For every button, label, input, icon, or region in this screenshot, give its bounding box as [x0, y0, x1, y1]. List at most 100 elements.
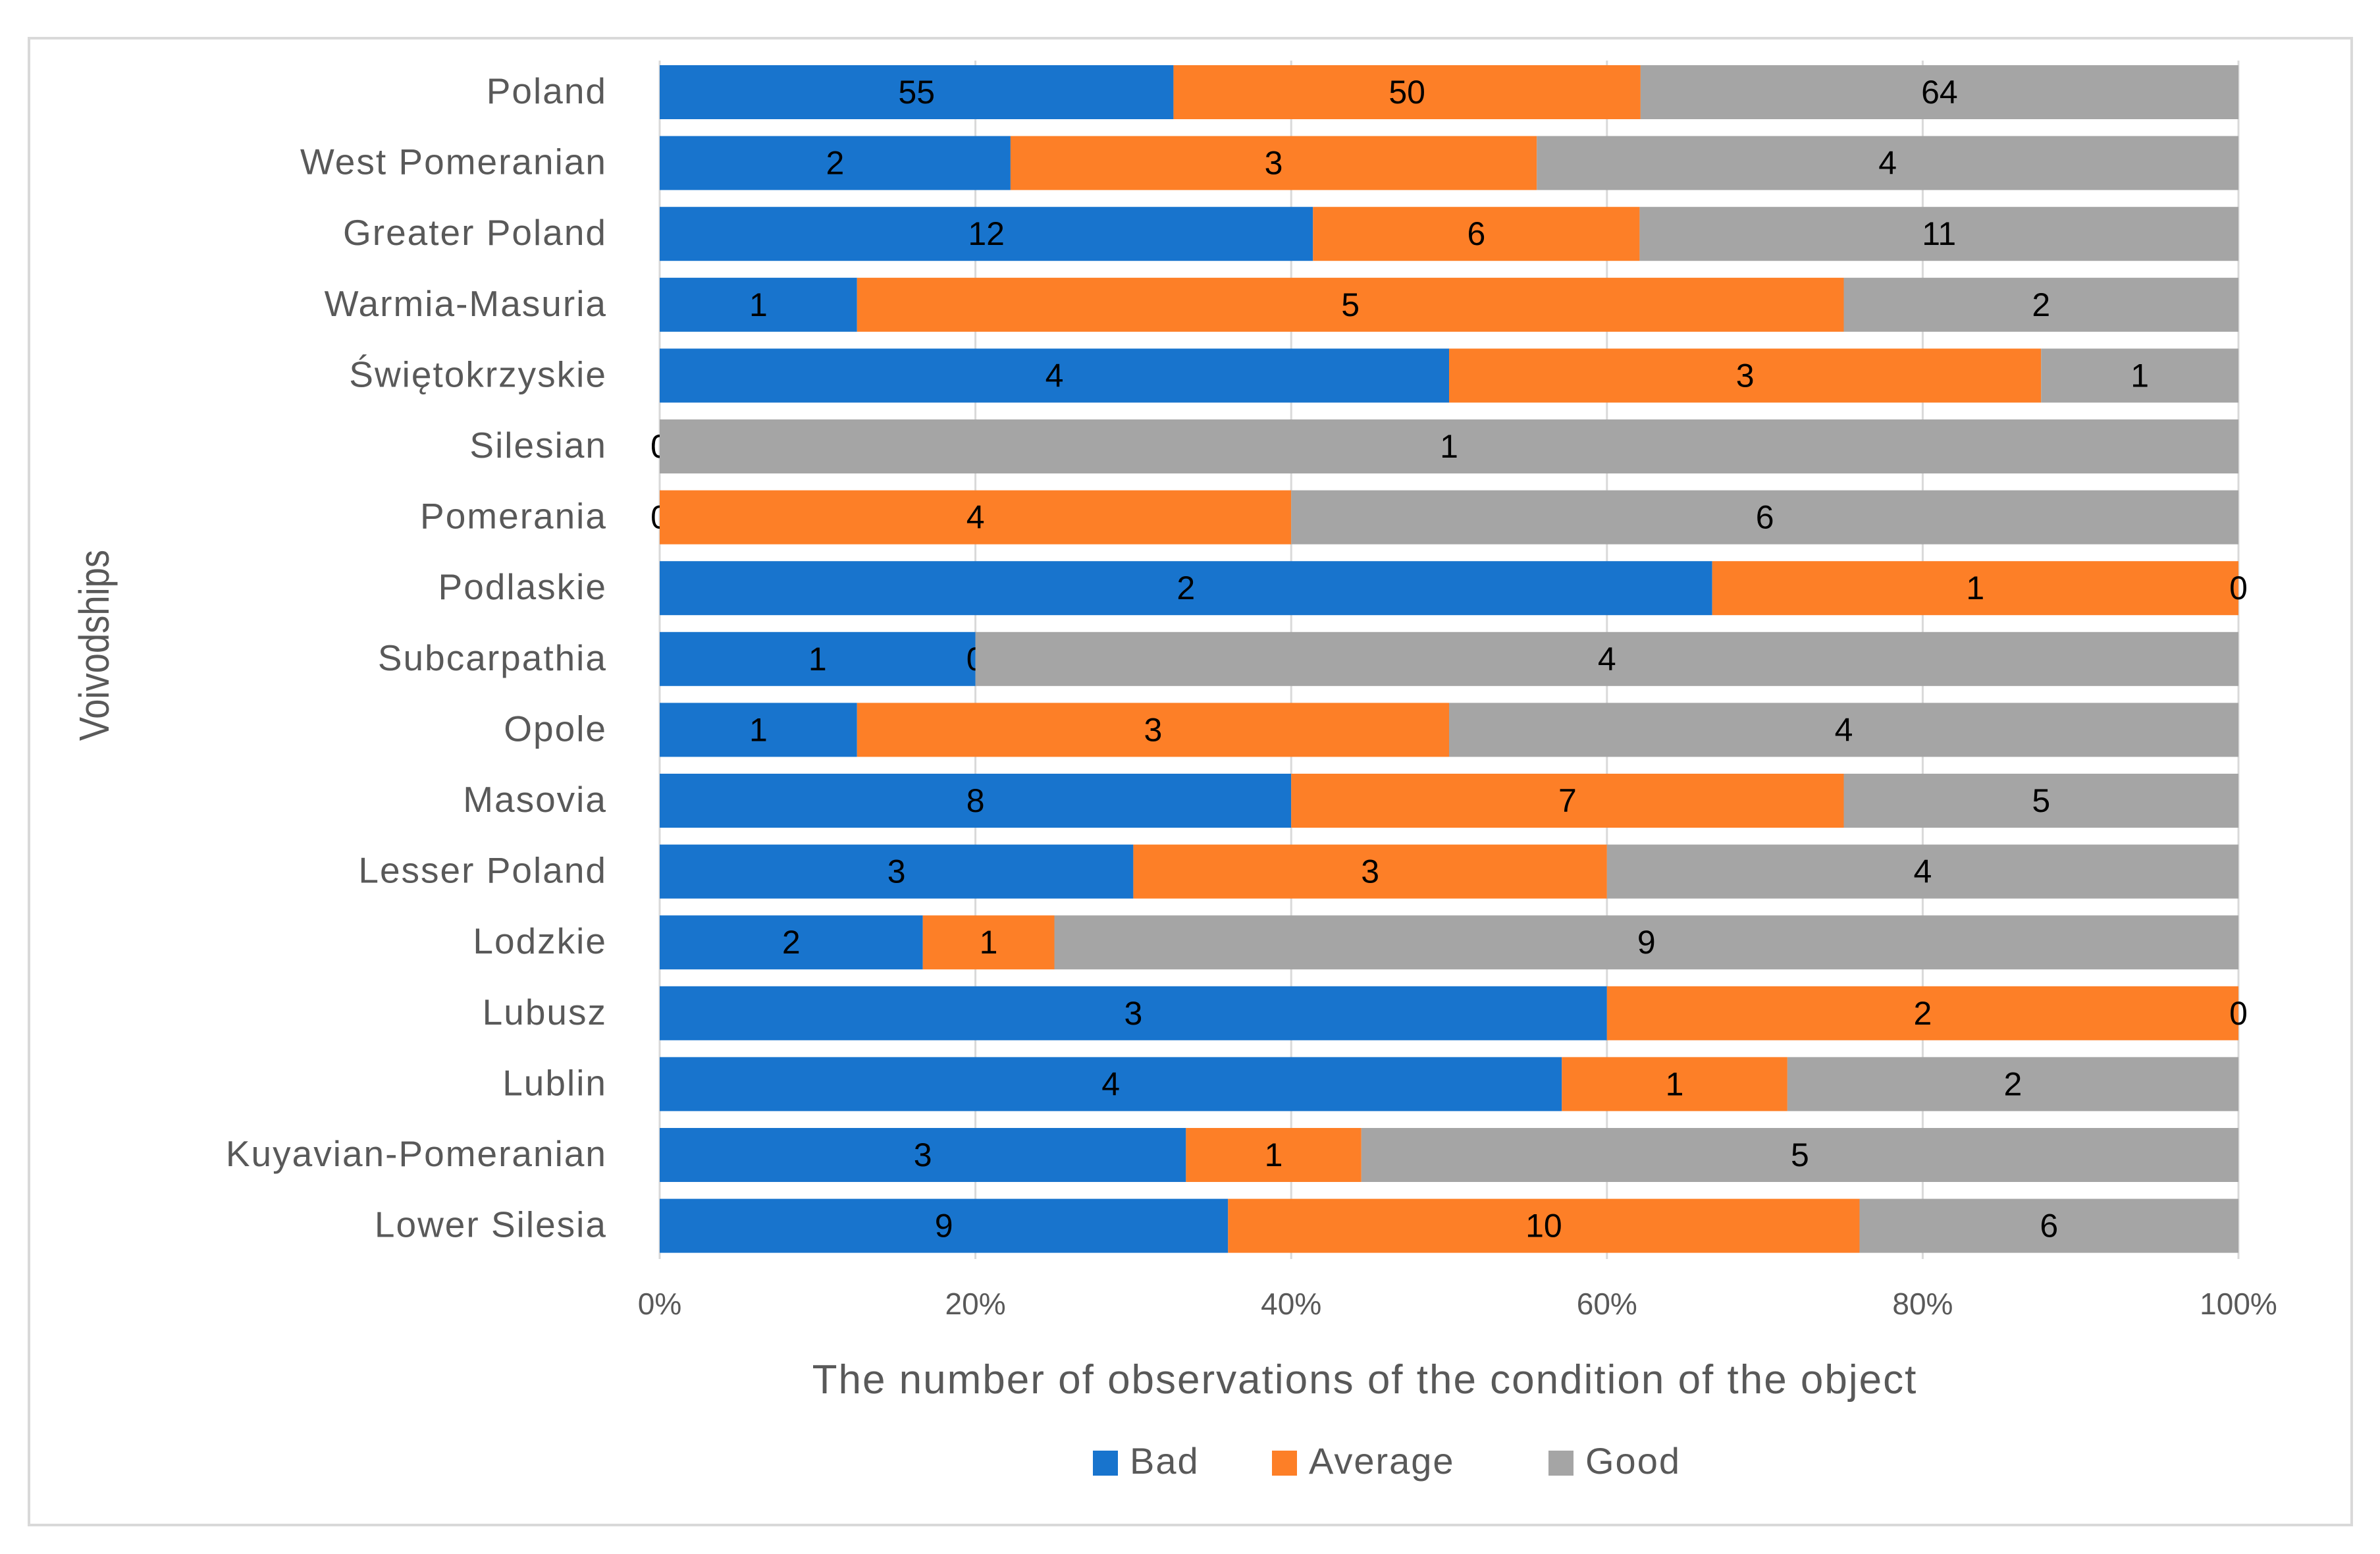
data-label: 6 — [2040, 1208, 2058, 1245]
bar-good — [1537, 136, 2238, 190]
bar-average — [1173, 65, 1641, 119]
data-label: 9 — [1637, 924, 1656, 961]
bar-good — [1843, 277, 2238, 332]
category-label: Warmia-Masuria — [325, 283, 607, 324]
bar-good — [1361, 1128, 2238, 1182]
bar-average — [857, 703, 1449, 757]
legend-swatch-average — [1272, 1451, 1297, 1476]
x-tick-label: 20% — [945, 1287, 1006, 1321]
bar-good — [975, 631, 2238, 686]
bar-bad — [660, 277, 857, 332]
data-label: 3 — [1736, 357, 1755, 394]
data-label: 12 — [968, 215, 1005, 252]
data-label: 1 — [1966, 570, 1984, 606]
data-label: 5 — [1791, 1137, 1809, 1173]
data-label: 5 — [2032, 782, 2050, 819]
data-label: 4 — [1913, 853, 1932, 890]
data-label: 1 — [1440, 428, 1458, 465]
data-label: 4 — [1878, 145, 1897, 182]
data-label: 3 — [1361, 853, 1379, 890]
bar-bad — [660, 631, 976, 686]
bar-bad — [660, 65, 1174, 119]
data-label: 2 — [1913, 995, 1932, 1032]
bar-average — [1010, 136, 1537, 190]
bar-average — [660, 490, 1292, 545]
bar-bad — [660, 915, 923, 970]
bar-good — [1054, 915, 2238, 970]
data-label: 55 — [898, 74, 935, 111]
bar-average — [1712, 561, 2238, 616]
data-label: 2 — [2032, 286, 2050, 323]
data-label: 10 — [1525, 1208, 1562, 1245]
data-label: 1 — [749, 286, 768, 323]
category-label: Lesser Poland — [358, 850, 607, 891]
category-label: Podlaskie — [438, 566, 607, 607]
category-label: West Pomeranian — [300, 142, 607, 182]
data-label: 8 — [966, 782, 985, 819]
bar-average — [857, 277, 1844, 332]
bar-bad — [660, 1198, 1229, 1253]
bar-bad — [660, 348, 1449, 403]
category-label: Opole — [504, 708, 607, 749]
data-label: 4 — [1045, 357, 1064, 394]
data-label: 5 — [1341, 286, 1360, 323]
legend-label-good: Good — [1585, 1440, 1681, 1482]
category-label: Silesian — [469, 425, 607, 466]
data-label: 2 — [826, 145, 845, 182]
legend-label-bad: Bad — [1130, 1440, 1200, 1482]
data-label: 2 — [782, 924, 801, 961]
bar-average — [1313, 207, 1640, 261]
bar-average — [1228, 1198, 1860, 1253]
data-label: 3 — [1144, 711, 1162, 748]
data-label: 0 — [2229, 570, 2248, 606]
x-tick-label: 60% — [1577, 1287, 1637, 1321]
data-label: 64 — [1921, 74, 1958, 111]
bar-bad — [660, 986, 1607, 1040]
category-labels: Poland West Pomeranian Greater Poland Warmi… — [226, 70, 607, 1245]
category-label: Lublin — [502, 1062, 607, 1103]
data-label: 7 — [1558, 782, 1577, 819]
bar-bad — [660, 844, 1134, 899]
data-label: 4 — [1598, 641, 1616, 678]
data-label: 4 — [1101, 1065, 1120, 1102]
data-label: 1 — [2130, 357, 2149, 394]
bar-good — [1859, 1198, 2238, 1253]
category-label: Subcarpathia — [378, 637, 607, 678]
data-label: 3 — [1265, 145, 1283, 182]
category-label: Lower Silesia — [375, 1204, 607, 1245]
bars: 5550642341261115243100104621010413487533… — [650, 65, 2248, 1253]
bar-average — [1133, 844, 1607, 899]
data-label: 4 — [966, 499, 985, 536]
bar-average — [1291, 774, 1844, 828]
bar-good — [1843, 774, 2238, 828]
category-label: Pomerania — [420, 496, 607, 537]
bar-bad — [660, 136, 1011, 190]
x-tick-label: 80% — [1892, 1287, 1953, 1321]
data-label: 1 — [808, 641, 827, 678]
category-label: Poland — [487, 70, 607, 111]
data-label: 0 — [2229, 995, 2248, 1032]
bar-average — [1562, 1057, 1787, 1112]
category-label: Masovia — [463, 779, 607, 820]
category-label: Świętokrzyskie — [349, 354, 607, 394]
category-label: Greater Poland — [343, 212, 607, 253]
data-label: 3 — [914, 1137, 932, 1173]
bar-bad — [660, 1057, 1562, 1112]
bar-average — [922, 915, 1055, 970]
y-axis-title: Voivodships — [70, 550, 118, 741]
data-label: 1 — [1265, 1137, 1283, 1173]
bar-good — [1606, 844, 2238, 899]
data-label: 6 — [1467, 215, 1485, 252]
data-label: 50 — [1388, 74, 1425, 111]
data-label: 2 — [2004, 1065, 2023, 1102]
data-label: 6 — [1756, 499, 1774, 536]
bar-bad — [660, 561, 1712, 616]
bar-average — [1449, 348, 2042, 403]
x-tick-label: 40% — [1261, 1287, 1321, 1321]
bar-good — [660, 419, 2238, 473]
bar-average — [1606, 986, 2238, 1040]
category-label: Lubusz — [483, 992, 607, 1032]
data-label: 3 — [887, 853, 906, 890]
x-tick-labels: 0% 20% 40% 60% 80% 100% — [638, 1287, 2277, 1321]
